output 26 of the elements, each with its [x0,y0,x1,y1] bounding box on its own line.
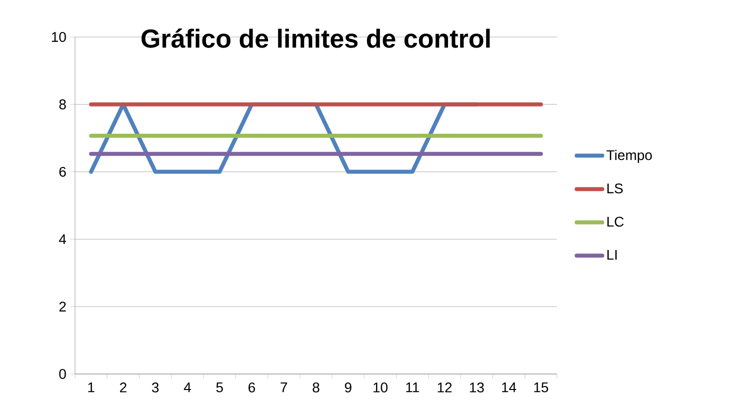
y-tick-label: 6 [59,166,66,177]
x-tick-label: 2 [120,382,126,392]
y-tick-label: 2 [59,302,66,312]
x-tick-label: 12 [438,382,452,392]
x-tick-label: 3 [152,382,159,392]
y-tick-label: 10 [52,32,66,42]
y-tick-label: 0 [59,369,66,379]
x-tick-label: 15 [534,382,548,392]
x-tick-label: 8 [312,382,320,392]
legend-label: LI [607,250,617,260]
legend-label: LC [607,216,624,227]
x-tick-label: 9 [344,382,352,392]
x-tick-label: 11 [406,382,419,392]
x-tick-label: 5 [216,382,223,392]
x-tick-label: 13 [470,382,484,392]
x-tick-label: 14 [502,382,516,392]
legend-label: Tiempo [606,150,652,163]
x-tick-label: 10 [374,382,388,392]
y-tick-label: 4 [59,234,66,244]
x-tick-label: 4 [184,382,191,392]
y-tick-label: 8 [59,99,66,110]
x-tick-label: 7 [280,382,288,392]
chart-title: Gráfico de limites de control [142,28,490,48]
x-tick-label: 1 [88,382,94,392]
legend-label: LS [607,183,623,194]
x-tick-label: 6 [248,382,256,392]
